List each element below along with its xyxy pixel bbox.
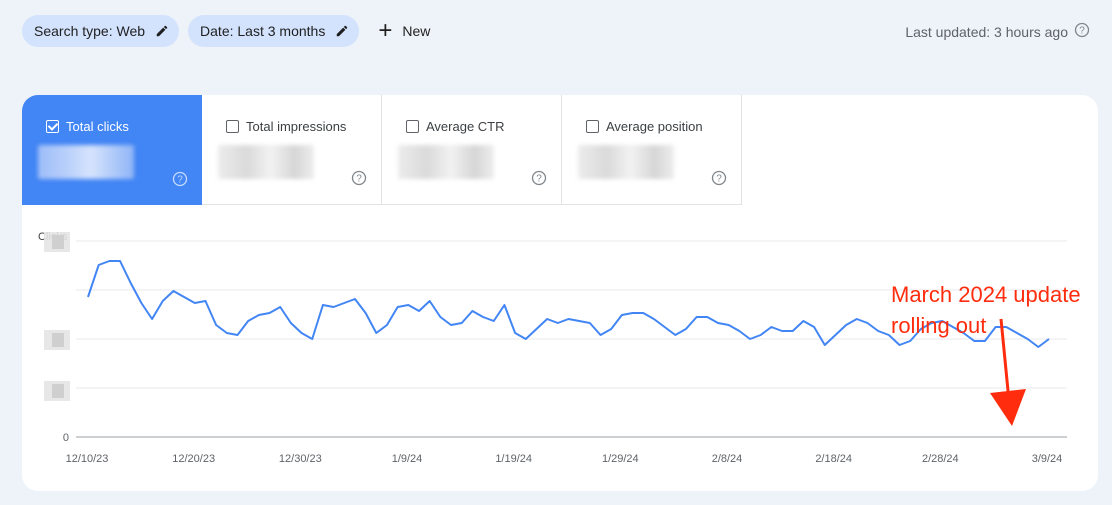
metric-value-redacted: [38, 145, 134, 179]
svg-text:?: ?: [356, 174, 362, 185]
metric-tile-average-ctr[interactable]: Average CTR ?: [382, 95, 562, 205]
svg-text:?: ?: [1079, 26, 1085, 37]
gridlines: [76, 240, 1067, 438]
metric-label-text: Total impressions: [246, 119, 347, 134]
metric-tile-total-clicks[interactable]: Total clicks ?: [22, 95, 202, 205]
new-filter-label: New: [402, 23, 431, 39]
help-icon[interactable]: ?: [172, 171, 188, 192]
last-updated: Last updated: 3 hours ago ?: [905, 22, 1090, 41]
checkbox-icon[interactable]: [226, 120, 239, 133]
redacted-tick-core: [52, 235, 64, 249]
x-tick-label: 12/30/23: [279, 453, 322, 465]
search-type-chip[interactable]: Search type: Web: [22, 15, 180, 47]
y-ticks: 0: [63, 432, 69, 444]
y-tick-values-redacted: [44, 232, 70, 401]
x-tick-label: 1/19/24: [495, 453, 532, 465]
metric-label-text: Total clicks: [66, 119, 129, 134]
clicks-line-chart: Clicks 0 12/10/2312/20/2312/30/231/9/241…: [38, 231, 1067, 465]
last-updated-text: Last updated: 3 hours ago: [905, 23, 1068, 40]
help-icon[interactable]: ?: [1074, 22, 1090, 41]
metric-value-redacted: [578, 145, 674, 179]
metric-label: Average position: [586, 119, 741, 134]
redacted-tick-core: [52, 333, 64, 347]
plus-icon: +: [378, 17, 393, 44]
annotation-text: March 2024 update rolling out: [891, 282, 1081, 338]
metric-label: Average CTR: [406, 119, 561, 134]
x-tick-label: 12/10/23: [66, 453, 109, 465]
metric-tile-total-impressions[interactable]: Total impressions ?: [202, 95, 382, 205]
metric-label: Total impressions: [226, 119, 381, 134]
arrow-shaft: [999, 318, 1011, 402]
x-tick-label: 1/29/24: [602, 453, 639, 465]
metric-tile-average-position[interactable]: Average position ?: [562, 95, 742, 205]
x-tick-label: 2/8/24: [712, 453, 743, 465]
annotation-arrow: [990, 318, 1026, 426]
x-tick-label: 1/9/24: [392, 453, 423, 465]
metric-label-text: Average CTR: [426, 119, 505, 134]
x-tick-label: 2/28/24: [922, 453, 959, 465]
metric-value-redacted: [398, 145, 494, 179]
redacted-tick-core: [52, 383, 64, 398]
clicks-chart: Clicks 0 12/10/2312/20/2312/30/231/9/241…: [22, 205, 1098, 491]
x-ticks: 12/10/23 12/20/23 12/30/23 1/9/24 1/19/24 1/2…: [66, 453, 1063, 465]
svg-text:?: ?: [177, 175, 183, 186]
series-lines: [87, 260, 1050, 348]
y-tick-label: 0: [63, 432, 69, 444]
checkbox-icon[interactable]: [406, 120, 419, 133]
metric-value-redacted: [218, 145, 314, 179]
date-range-chip-label: Date: Last 3 months: [200, 23, 326, 39]
filter-bar: Search type: Web Date: Last 3 months + N…: [22, 14, 1090, 48]
help-icon[interactable]: ?: [351, 170, 367, 191]
checkbox-icon[interactable]: [586, 120, 599, 133]
date-range-chip[interactable]: Date: Last 3 months: [188, 15, 360, 47]
new-filter-button[interactable]: + New: [378, 19, 430, 43]
svg-text:?: ?: [716, 174, 722, 185]
help-icon[interactable]: ?: [711, 170, 727, 191]
help-icon[interactable]: ?: [531, 170, 547, 191]
checkbox-checked-icon[interactable]: [46, 120, 59, 133]
metric-tiles: Total clicks ? Total impressions ? Avera…: [22, 95, 1098, 205]
arrow-head: [990, 389, 1026, 426]
x-tick-label: 2/18/24: [815, 453, 852, 465]
x-tick-label: 3/9/24: [1032, 453, 1063, 465]
performance-card: Total clicks ? Total impressions ? Avera…: [22, 95, 1098, 491]
pencil-icon: [155, 24, 169, 38]
metric-label-text: Average position: [606, 119, 703, 134]
series-line: [87, 260, 1050, 348]
pencil-icon: [335, 24, 349, 38]
search-type-chip-label: Search type: Web: [34, 23, 146, 39]
svg-text:?: ?: [536, 174, 542, 185]
x-tick-label: 12/20/23: [172, 453, 215, 465]
metric-label: Total clicks: [46, 119, 202, 134]
